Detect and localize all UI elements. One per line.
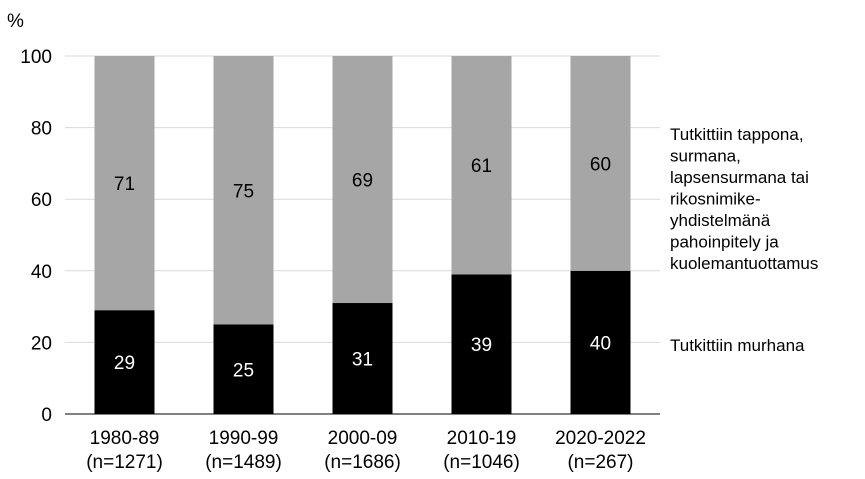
- bars: 29 71 25 75 31 69 39 61 40 60: [94, 56, 631, 414]
- bar-segment: [451, 56, 512, 275]
- y-tick-label: 0: [41, 405, 52, 426]
- bar-segment: [213, 56, 274, 325]
- data-label: 69: [352, 171, 373, 192]
- legend-entry: Tutkittiin tappona,: [670, 125, 804, 144]
- legend-entry: rikosnimike-: [670, 190, 761, 209]
- x-tick-label: (n=1046): [443, 452, 520, 473]
- data-label: 40: [590, 333, 611, 354]
- x-tick-label: 2010-19: [447, 428, 517, 449]
- data-label: 60: [590, 154, 611, 175]
- y-axis-label: %: [7, 11, 24, 32]
- data-label: 75: [233, 181, 254, 202]
- data-label: 31: [352, 350, 373, 371]
- bar-segment: [94, 310, 155, 414]
- legend-entry: lapsensurmana tai: [670, 168, 809, 187]
- bar-segment: [570, 56, 631, 271]
- x-tick-label: 2000-09: [328, 428, 398, 449]
- y-tick-label: 60: [31, 190, 52, 211]
- data-label: 25: [233, 360, 254, 381]
- y-tick-label: 80: [31, 119, 52, 140]
- data-label: 61: [471, 156, 492, 177]
- data-label: 39: [471, 335, 492, 356]
- y-tick-label: 40: [31, 262, 52, 283]
- x-tick-label: (n=1489): [205, 452, 282, 473]
- legend-entry: yhdistelmänä: [670, 211, 771, 230]
- bar-segment: [451, 274, 512, 414]
- x-tick-label: (n=1271): [86, 452, 163, 473]
- legend-entry: kuolemantuottamus: [670, 254, 818, 273]
- data-label: 29: [114, 353, 135, 374]
- legend-entry: pahoinpitely ja: [670, 233, 779, 252]
- x-tick-label: 1990-99: [209, 428, 279, 449]
- legend: Tutkittiin murhana Tutkittiin tappona, sur…: [670, 125, 818, 355]
- y-axis: % 0 20 40 60 80 100: [7, 11, 52, 426]
- bar-segment: [332, 56, 393, 304]
- x-tick-label: 1980-89: [90, 428, 160, 449]
- x-axis: 1980-89 (n=1271) 1990-99 (n=1489) 2000-09 (n=…: [86, 428, 646, 473]
- x-tick-label: (n=1686): [324, 452, 401, 473]
- y-tick-label: 100: [20, 47, 52, 68]
- data-label: 71: [114, 174, 135, 195]
- bar-segment: [94, 56, 155, 311]
- x-tick-label: (n=267): [567, 452, 633, 473]
- x-tick-label: 2020-2022: [555, 428, 646, 449]
- bar-segment: [332, 303, 393, 414]
- bar-segment: [213, 324, 274, 414]
- bar-segment: [570, 270, 631, 414]
- legend-entry: Tutkittiin murhana: [670, 336, 805, 355]
- y-tick-label: 20: [31, 333, 52, 354]
- legend-entry: surmana,: [670, 147, 741, 166]
